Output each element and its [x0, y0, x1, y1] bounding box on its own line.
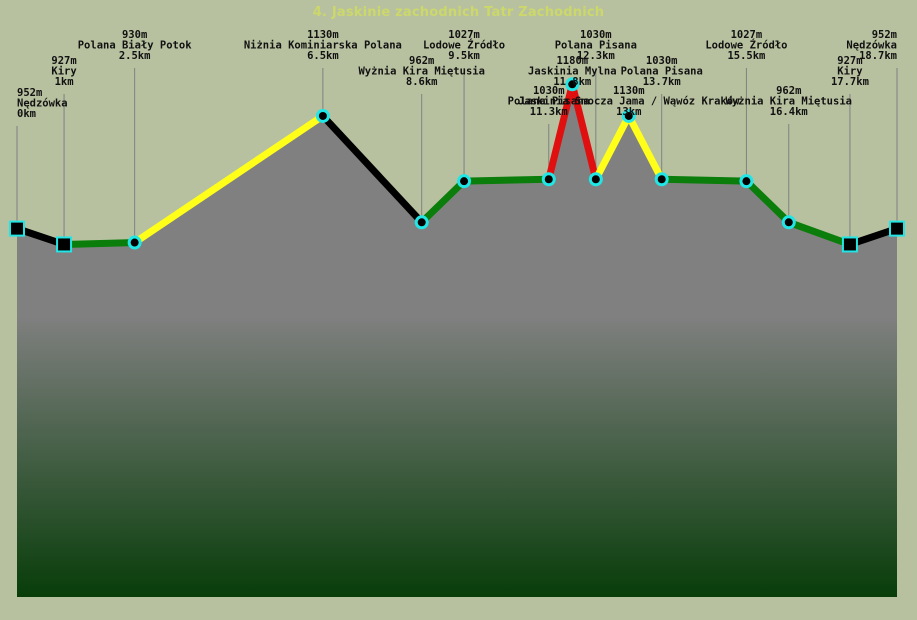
- waypoint-elevation-label: 952m: [872, 29, 897, 41]
- waypoint-square-marker[interactable]: [9, 220, 25, 237]
- waypoint-distance-label: 1km: [55, 76, 74, 88]
- waypoint-name-label: Nędzówka: [17, 98, 68, 110]
- waypoint-name-label: Kiry: [837, 66, 863, 78]
- waypoint-square-marker[interactable]: [841, 236, 858, 253]
- waypoint-elevation-label: 1030m: [580, 29, 612, 41]
- route-segment-red: [568, 80, 600, 183]
- route-segment-green: [658, 175, 750, 185]
- route-segment-green: [60, 239, 139, 248]
- waypoint-name-label: Wyżnia Kira Miętusia: [358, 66, 484, 78]
- waypoint-name-label: Niżnia Kominiarska Polana: [244, 40, 402, 52]
- route-segment-green: [460, 175, 553, 185]
- waypoint-circle-marker[interactable]: [654, 172, 669, 187]
- waypoint-elevation-label: 952m: [17, 87, 42, 99]
- waypoint-elevation-label: 1027m: [731, 29, 763, 41]
- waypoint-square-marker[interactable]: [889, 220, 905, 237]
- waypoint-name-label: Polana Pisana: [555, 40, 637, 52]
- waypoint-circle-marker[interactable]: [414, 215, 429, 230]
- route-segment-red: [545, 80, 576, 183]
- route-segment-yellow: [592, 112, 633, 183]
- waypoint-elevation-label: 1130m: [307, 29, 339, 41]
- waypoint-elevation-label: 1130m: [613, 85, 645, 97]
- waypoint-elevation-label: 962m: [409, 55, 434, 67]
- waypoint-distance-label: 6.5km: [307, 50, 339, 62]
- waypoint-name-label: Jaskinia Mylna: [528, 66, 617, 78]
- waypoint-distance-label: 0km: [17, 108, 36, 120]
- waypoint-circle-marker[interactable]: [739, 174, 754, 189]
- route-segment-green: [418, 177, 468, 226]
- waypoint-elevation-label: 1180m: [556, 55, 588, 67]
- waypoint-circle-marker[interactable]: [127, 235, 142, 250]
- waypoint-circle-marker[interactable]: [781, 215, 796, 230]
- waypoint-name-label: Polana Pisana: [621, 66, 703, 78]
- waypoint-square-marker[interactable]: [56, 236, 73, 253]
- elevation-area: [17, 84, 897, 597]
- route-segment-green: [742, 177, 793, 226]
- waypoint-distance-label: 13.7km: [643, 76, 681, 88]
- waypoint-distance-label: 17.7km: [831, 76, 869, 88]
- route-segment-green: [785, 218, 854, 248]
- waypoint-circle-marker[interactable]: [565, 77, 580, 92]
- waypoint-distance-label: 13km: [616, 106, 641, 118]
- waypoint-circle-marker[interactable]: [541, 172, 556, 187]
- waypoint-name-label: Polana Pisana: [508, 96, 590, 108]
- waypoint-distance-label: 15.5km: [727, 50, 765, 62]
- waypoint-name-label: Nędzówka: [846, 40, 897, 52]
- drop-lines: [16, 68, 898, 245]
- waypoint-elevation-label: 962m: [776, 85, 801, 97]
- waypoint-elevation-label: 927m: [51, 55, 76, 67]
- waypoint-name-label: Lodowe Źródło: [423, 39, 505, 52]
- waypoint-distance-label: 11.8km: [553, 76, 591, 88]
- waypoint-circle-marker[interactable]: [588, 172, 603, 187]
- waypoint-name-label: Kiry: [51, 66, 77, 78]
- waypoint-distance-label: 16.4km: [770, 106, 808, 118]
- waypoint-distance-label: 2.5km: [119, 50, 151, 62]
- waypoint-circle-marker[interactable]: [621, 108, 636, 123]
- waypoint-elevation-label: 1030m: [533, 85, 565, 97]
- waypoint-elevation-label: 930m: [122, 29, 147, 41]
- waypoint-name-label: Jaskinia Smocza Jama / Wąwóz Kraków: [518, 96, 740, 108]
- waypoint-elevation-label: 927m: [837, 55, 862, 67]
- waypoint-distance-label: 18.7km: [859, 50, 897, 62]
- waypoint-distance-label: 8.6km: [406, 76, 438, 88]
- waypoint-elevation-label: 1030m: [646, 55, 678, 67]
- waypoint-distance-label: 9.5km: [448, 50, 480, 62]
- waypoint-circle-marker[interactable]: [315, 108, 330, 123]
- route-segment-black: [319, 112, 426, 226]
- waypoint-name-label: Polana Biały Potok: [78, 40, 192, 52]
- waypoint-distance-label: 12.3km: [577, 50, 615, 62]
- waypoint-distance-label: 11.3km: [530, 106, 568, 118]
- waypoint-markers: [9, 77, 905, 253]
- waypoint-elevation-label: 1027m: [448, 29, 480, 41]
- waypoint-name-label: Lodowe Źródło: [705, 39, 787, 52]
- waypoint-name-label: Wyżnia Kira Miętusia: [726, 96, 852, 108]
- page-title: 4. Jaskinie zachodnich Tatr Zachodnich: [312, 5, 605, 20]
- route-segment-yellow: [625, 112, 666, 183]
- route-segment-yellow: [131, 112, 327, 247]
- waypoint-circle-marker[interactable]: [457, 174, 472, 189]
